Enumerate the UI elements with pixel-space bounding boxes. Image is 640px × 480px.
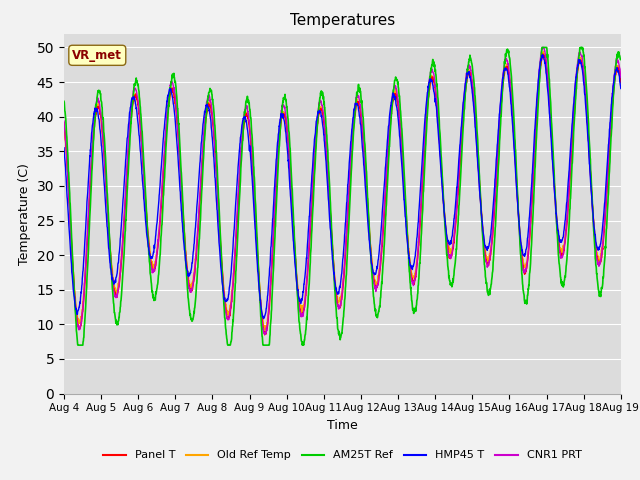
CNR1 PRT	[538, 45, 546, 50]
Line: HMP45 T: HMP45 T	[64, 55, 621, 319]
HMP45 T	[568, 121, 576, 127]
Panel T	[60, 120, 68, 125]
Old Ref Temp	[371, 279, 379, 285]
CNR1 PRT	[262, 332, 269, 337]
HMP45 T	[538, 52, 546, 58]
CNR1 PRT	[60, 118, 68, 124]
Line: CNR1 PRT: CNR1 PRT	[64, 48, 621, 335]
X-axis label: Time: Time	[327, 419, 358, 432]
Old Ref Temp	[359, 129, 367, 134]
Line: Old Ref Temp: Old Ref Temp	[64, 51, 621, 330]
HMP45 T	[216, 242, 223, 248]
Old Ref Temp	[540, 48, 547, 54]
CNR1 PRT	[617, 74, 625, 80]
Line: AM25T Ref: AM25T Ref	[64, 48, 621, 345]
Panel T	[568, 140, 576, 146]
Old Ref Temp	[584, 121, 591, 127]
HMP45 T	[60, 145, 68, 151]
HMP45 T	[371, 271, 379, 276]
CNR1 PRT	[359, 128, 367, 134]
CNR1 PRT	[568, 131, 576, 137]
HMP45 T	[260, 316, 268, 322]
Old Ref Temp	[261, 327, 269, 333]
HMP45 T	[584, 131, 591, 136]
AM25T Ref	[371, 306, 379, 312]
Title: Temperatures: Temperatures	[290, 13, 395, 28]
Old Ref Temp	[216, 217, 223, 223]
HMP45 T	[617, 85, 625, 91]
Old Ref Temp	[60, 122, 68, 128]
Panel T	[261, 332, 269, 338]
CNR1 PRT	[371, 285, 379, 291]
Old Ref Temp	[568, 136, 576, 142]
Y-axis label: Temperature (C): Temperature (C)	[18, 163, 31, 264]
Panel T	[539, 51, 547, 57]
Panel T	[371, 284, 379, 289]
CNR1 PRT	[216, 221, 223, 227]
AM25T Ref	[504, 50, 512, 56]
AM25T Ref	[568, 161, 576, 167]
Panel T	[216, 219, 223, 225]
Panel T	[504, 69, 512, 75]
Panel T	[584, 120, 591, 126]
Old Ref Temp	[617, 78, 625, 84]
AM25T Ref	[216, 214, 223, 220]
Line: Panel T: Panel T	[64, 54, 621, 335]
HMP45 T	[359, 147, 367, 153]
Old Ref Temp	[504, 68, 512, 74]
HMP45 T	[504, 75, 512, 81]
AM25T Ref	[359, 110, 367, 116]
Legend: Panel T, Old Ref Temp, AM25T Ref, HMP45 T, CNR1 PRT: Panel T, Old Ref Temp, AM25T Ref, HMP45 …	[99, 446, 586, 465]
CNR1 PRT	[504, 61, 512, 67]
Text: VR_met: VR_met	[72, 49, 122, 62]
Panel T	[617, 80, 625, 86]
AM25T Ref	[60, 98, 68, 104]
AM25T Ref	[584, 105, 591, 110]
AM25T Ref	[74, 342, 82, 348]
AM25T Ref	[538, 45, 546, 50]
AM25T Ref	[617, 57, 625, 62]
Panel T	[359, 128, 367, 134]
CNR1 PRT	[584, 121, 591, 127]
